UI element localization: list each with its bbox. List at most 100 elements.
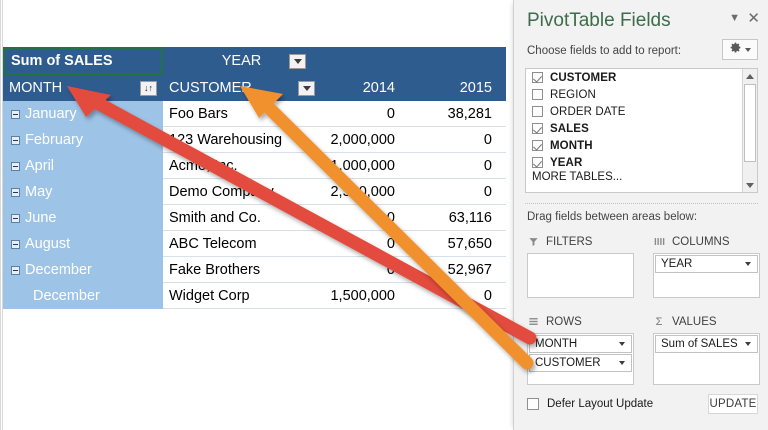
- field-list-item[interactable]: MONTH: [526, 137, 757, 154]
- row-label-month[interactable]: February: [3, 127, 163, 153]
- chevron-down-icon[interactable]: [619, 342, 625, 346]
- table-row[interactable]: December Widget Corp 1,500,000 0: [3, 283, 506, 309]
- month-sort-filter-icon[interactable]: ↓↑: [140, 81, 157, 96]
- close-icon[interactable]: ✕: [747, 10, 760, 27]
- area-filters-dropzone[interactable]: [527, 253, 634, 298]
- row-label-customer[interactable]: 123 Warehousing: [163, 127, 320, 153]
- pivot-header-row-2: MONTH ↓↑ CUSTOMER 2014 2015: [3, 75, 506, 101]
- panel-minimize-icon[interactable]: ▼: [729, 12, 740, 24]
- cell-value-2014[interactable]: 0: [320, 205, 413, 231]
- field-list-item[interactable]: CUSTOMER: [526, 69, 757, 86]
- collapse-expand-icon[interactable]: [11, 266, 20, 275]
- field-label: ORDER DATE: [550, 105, 626, 118]
- table-row[interactable]: April Acme, Inc. 1,000,000 0: [3, 153, 506, 179]
- rows-pill-month-label: MONTH: [535, 338, 578, 350]
- row-label-customer[interactable]: Demo Company: [163, 179, 320, 205]
- table-row[interactable]: May Demo Company 2,500,000 0: [3, 179, 506, 205]
- cell-value-2014[interactable]: 2,500,000: [320, 179, 413, 205]
- row-header-month[interactable]: MONTH ↓↑: [3, 75, 163, 101]
- row-header-customer[interactable]: CUSTOMER: [163, 75, 320, 101]
- collapse-expand-icon[interactable]: [11, 162, 20, 171]
- cell-value-2015[interactable]: 38,281: [413, 101, 506, 127]
- defer-layout-update-checkbox[interactable]: [527, 398, 539, 410]
- rows-pill-month[interactable]: MONTH: [529, 335, 632, 353]
- cell-value-2014[interactable]: 1,500,000: [320, 283, 413, 309]
- columns-pill-year[interactable]: YEAR: [655, 255, 758, 273]
- field-list-item[interactable]: REGION: [526, 86, 757, 103]
- table-row[interactable]: August ABC Telecom 0 57,650: [3, 231, 506, 257]
- drag-fields-label: Drag fields between areas below:: [527, 211, 698, 223]
- table-row[interactable]: December Fake Brothers 0 52,967: [3, 257, 506, 283]
- cell-value-2015[interactable]: 0: [413, 127, 506, 153]
- field-list-item[interactable]: SALES: [526, 120, 757, 137]
- rows-pill-customer[interactable]: CUSTOMER: [529, 354, 632, 372]
- row-label-customer[interactable]: ABC Telecom: [163, 231, 320, 257]
- cell-value-2015[interactable]: 63,116: [413, 205, 506, 231]
- cell-value-2015[interactable]: 0: [413, 283, 506, 309]
- row-header-month-label: MONTH: [9, 80, 63, 96]
- row-label-customer[interactable]: Widget Corp: [163, 283, 320, 309]
- row-label-customer[interactable]: Smith and Co.: [163, 205, 320, 231]
- cell-value-2014[interactable]: 0: [320, 257, 413, 283]
- row-label-month[interactable]: May: [3, 179, 163, 205]
- collapse-expand-icon[interactable]: [11, 188, 20, 197]
- field-checkbox[interactable]: [532, 72, 543, 83]
- row-label-customer[interactable]: Fake Brothers: [163, 257, 320, 283]
- scroll-up-icon[interactable]: [743, 69, 757, 83]
- field-checkbox[interactable]: [532, 89, 543, 100]
- chevron-down-icon[interactable]: [745, 342, 751, 346]
- row-label-month[interactable]: April: [3, 153, 163, 179]
- field-list-scrollbar[interactable]: [742, 69, 757, 192]
- scrollbar-thumb[interactable]: [744, 84, 756, 162]
- year-filter-dropdown-icon[interactable]: [289, 54, 306, 69]
- cell-value-2014[interactable]: 1,000,000: [320, 153, 413, 179]
- area-columns-dropzone[interactable]: YEAR: [653, 253, 760, 298]
- area-columns-title: COLUMNS: [672, 236, 730, 248]
- cell-value-2015[interactable]: 0: [413, 179, 506, 205]
- table-row[interactable]: June Smith and Co. 0 63,116: [3, 205, 506, 231]
- cell-value-2015[interactable]: 52,967: [413, 257, 506, 283]
- more-tables-label[interactable]: MORE TABLES...: [532, 171, 623, 180]
- chevron-down-icon[interactable]: [745, 262, 751, 266]
- collapse-expand-icon[interactable]: [11, 214, 20, 223]
- row-label-customer[interactable]: Foo Bars: [163, 101, 320, 127]
- field-checkbox[interactable]: [532, 140, 543, 151]
- row-label-month[interactable]: January: [3, 101, 163, 127]
- field-list-item[interactable]: ORDER DATE: [526, 103, 757, 120]
- collapse-expand-icon[interactable]: [11, 110, 20, 119]
- field-checkbox[interactable]: [532, 123, 543, 134]
- row-label-month-text: April: [25, 158, 55, 174]
- field-list-options-button[interactable]: [722, 39, 758, 60]
- row-label-month-text: August: [25, 236, 71, 252]
- chevron-down-icon[interactable]: [619, 361, 625, 365]
- cell-value-2014[interactable]: 0: [320, 231, 413, 257]
- cell-value-2014[interactable]: 2,000,000: [320, 127, 413, 153]
- cell-value-2015[interactable]: 0: [413, 153, 506, 179]
- cell-value-2014[interactable]: 0: [320, 101, 413, 127]
- field-checkbox[interactable]: [532, 106, 543, 117]
- collapse-expand-icon[interactable]: [11, 136, 20, 145]
- gear-icon: [729, 41, 742, 59]
- table-row[interactable]: February 123 Warehousing 2,000,000 0: [3, 127, 506, 153]
- row-label-customer[interactable]: Acme, Inc.: [163, 153, 320, 179]
- field-checkbox[interactable]: [532, 157, 543, 168]
- area-values-dropzone[interactable]: Sum of SALES: [653, 333, 760, 385]
- customer-filter-dropdown-icon[interactable]: [298, 81, 315, 96]
- scroll-down-icon[interactable]: [743, 178, 757, 192]
- value-field-header[interactable]: Sum of SALES: [3, 47, 163, 75]
- area-rows-dropzone[interactable]: MONTH CUSTOMER: [527, 333, 634, 385]
- row-label-month[interactable]: August: [3, 231, 163, 257]
- row-label-month[interactable]: June: [3, 205, 163, 231]
- defer-layout-update-row[interactable]: Defer Layout Update: [527, 398, 653, 410]
- row-label-month[interactable]: December: [3, 283, 163, 309]
- row-label-month[interactable]: December: [3, 257, 163, 283]
- field-list[interactable]: CUSTOMER REGION ORDER DATE SALES MONTH YEAR M…: [525, 68, 758, 193]
- values-pill-sum-of-sales[interactable]: Sum of SALES: [655, 335, 758, 353]
- collapse-expand-icon[interactable]: [11, 240, 20, 249]
- table-row[interactable]: January Foo Bars 0 38,281: [3, 101, 506, 127]
- update-button[interactable]: UPDATE: [708, 394, 758, 414]
- columns-pill-year-label: YEAR: [661, 258, 693, 270]
- field-list-item[interactable]: YEAR: [526, 154, 757, 171]
- field-items-container: CUSTOMER REGION ORDER DATE SALES MONTH YEAR: [526, 69, 757, 171]
- cell-value-2015[interactable]: 57,650: [413, 231, 506, 257]
